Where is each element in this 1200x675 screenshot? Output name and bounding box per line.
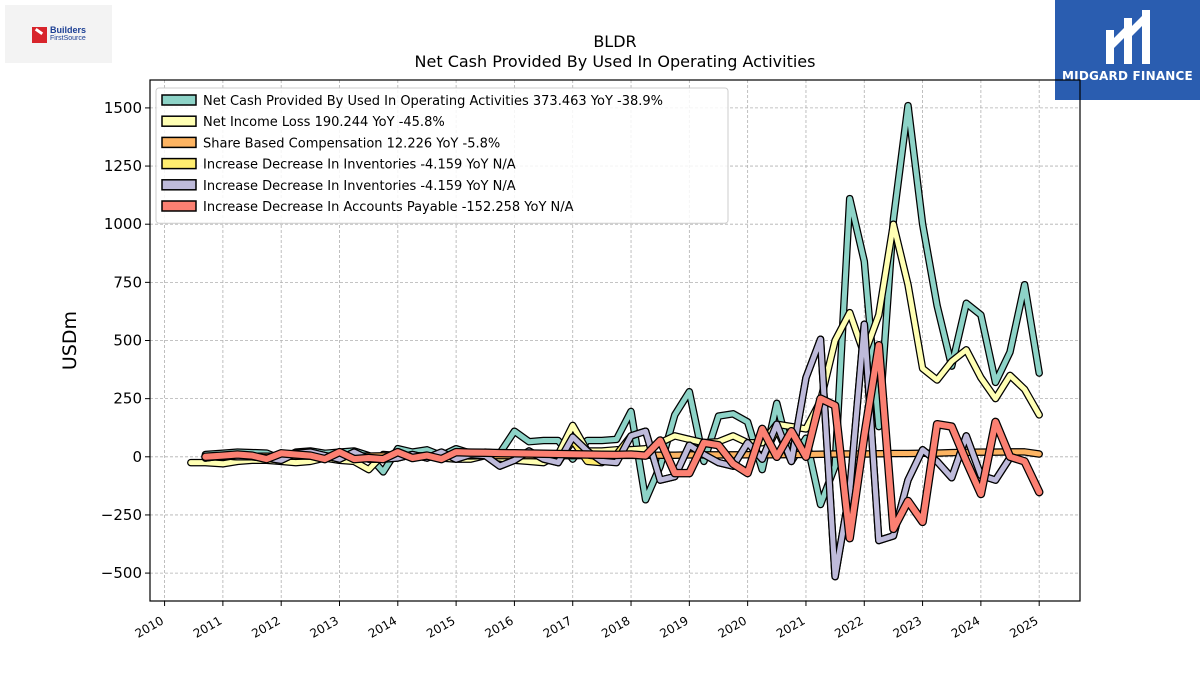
y-tick-label: 1000 — [104, 215, 142, 233]
legend-swatch — [161, 157, 197, 170]
y-tick-label: 500 — [113, 332, 142, 350]
x-tick-label: 2010 — [133, 613, 166, 640]
x-tick-label: 2024 — [949, 613, 982, 640]
series-line-1 — [188, 221, 1042, 473]
y-axis-label: USDm — [59, 311, 81, 370]
series-line-outline-1 — [187, 220, 1043, 474]
legend-swatch — [161, 179, 197, 191]
legend-entry-label: Net Income Loss 190.244 YoY -45.8% — [203, 115, 445, 130]
y-tick-label: −250 — [101, 506, 142, 524]
x-tick-label: 2019 — [657, 613, 690, 640]
legend-entry-label: Increase Decrease In Inventories -4.159 … — [203, 158, 516, 173]
x-tick-label: 2018 — [599, 613, 632, 640]
legend-entry-label: Net Cash Provided By Used In Operating A… — [203, 94, 663, 109]
y-tick-label: 0 — [132, 448, 142, 466]
chart-title: BLDR — [593, 32, 637, 51]
y-tick-label: 750 — [113, 273, 142, 291]
legend-swatch — [161, 200, 197, 212]
x-tick-label: 2017 — [541, 613, 574, 640]
y-tick-label: 1250 — [104, 157, 142, 175]
y-tick-label: 250 — [113, 390, 142, 408]
midgard-finance-logo: MIDGARD FINANCE — [1055, 0, 1200, 100]
builders-logo-line1: Builders — [50, 25, 87, 35]
legend-swatch — [161, 136, 197, 149]
legend-swatch — [161, 94, 197, 106]
x-tick-label: 2013 — [308, 613, 341, 640]
midgard-brand-text: MIDGARD FINANCE — [1062, 69, 1193, 83]
x-tick-label: 2021 — [774, 613, 807, 640]
chart-subtitle: Net Cash Provided By Used In Operating A… — [414, 52, 816, 71]
x-tick-label: 2014 — [366, 613, 399, 640]
builders-firstsource-logo: Builders FirstSource — [5, 5, 112, 63]
legend-entry-label: Share Based Compensation 12.226 YoY -5.8… — [203, 136, 500, 151]
x-tick-label: 2012 — [249, 613, 282, 640]
x-tick-label: 2025 — [1007, 613, 1040, 640]
series-line-5 — [202, 342, 1043, 542]
x-tick-label: 2016 — [482, 613, 515, 640]
y-tick-label: 1500 — [104, 99, 142, 117]
legend-entry-label: Increase Decrease In Inventories -4.159 … — [203, 179, 516, 194]
midgard-emblem-icon — [1106, 10, 1150, 64]
legend-box — [155, 87, 729, 224]
builders-logo-mark-icon — [32, 27, 47, 43]
legend-entry-label: Increase Decrease In Accounts Payable -1… — [203, 200, 574, 215]
x-tick-label: 2011 — [191, 613, 224, 640]
x-tick-label: 2020 — [716, 613, 749, 640]
y-tick-label: −500 — [101, 564, 142, 582]
x-tick-label: 2015 — [424, 613, 457, 640]
builders-logo-line2: FirstSource — [50, 35, 86, 42]
x-tick-label: 2023 — [891, 613, 924, 640]
x-tick-label: 2022 — [832, 613, 865, 640]
legend-swatch — [161, 115, 197, 127]
